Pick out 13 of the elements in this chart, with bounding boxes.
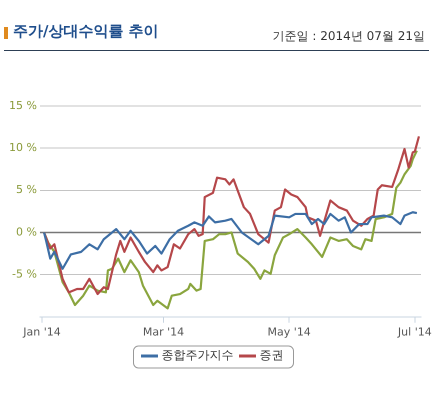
x-tick-label: May '14 <box>268 325 311 338</box>
y-tick-label: 0 % <box>16 225 37 238</box>
y-tick-label: 15 % <box>8 98 37 112</box>
chart-subtitle: 기준일 : 2014년 07월 21일 <box>272 28 425 45</box>
y-tick-label: 5 % <box>16 183 37 196</box>
x-tick-label: Jul '14 <box>396 325 432 338</box>
x-tick-label: Jan '14 <box>22 325 61 338</box>
x-tick-label: Mar '14 <box>142 325 184 338</box>
legend-label: 증권 <box>260 348 284 362</box>
y-tick-label: 10 % <box>8 141 37 154</box>
chart-title: 주가/상대수익률 추이 <box>13 22 159 41</box>
y-tick-label: -5 % <box>12 268 37 280</box>
legend-label: 종합주가지수 <box>162 348 234 362</box>
